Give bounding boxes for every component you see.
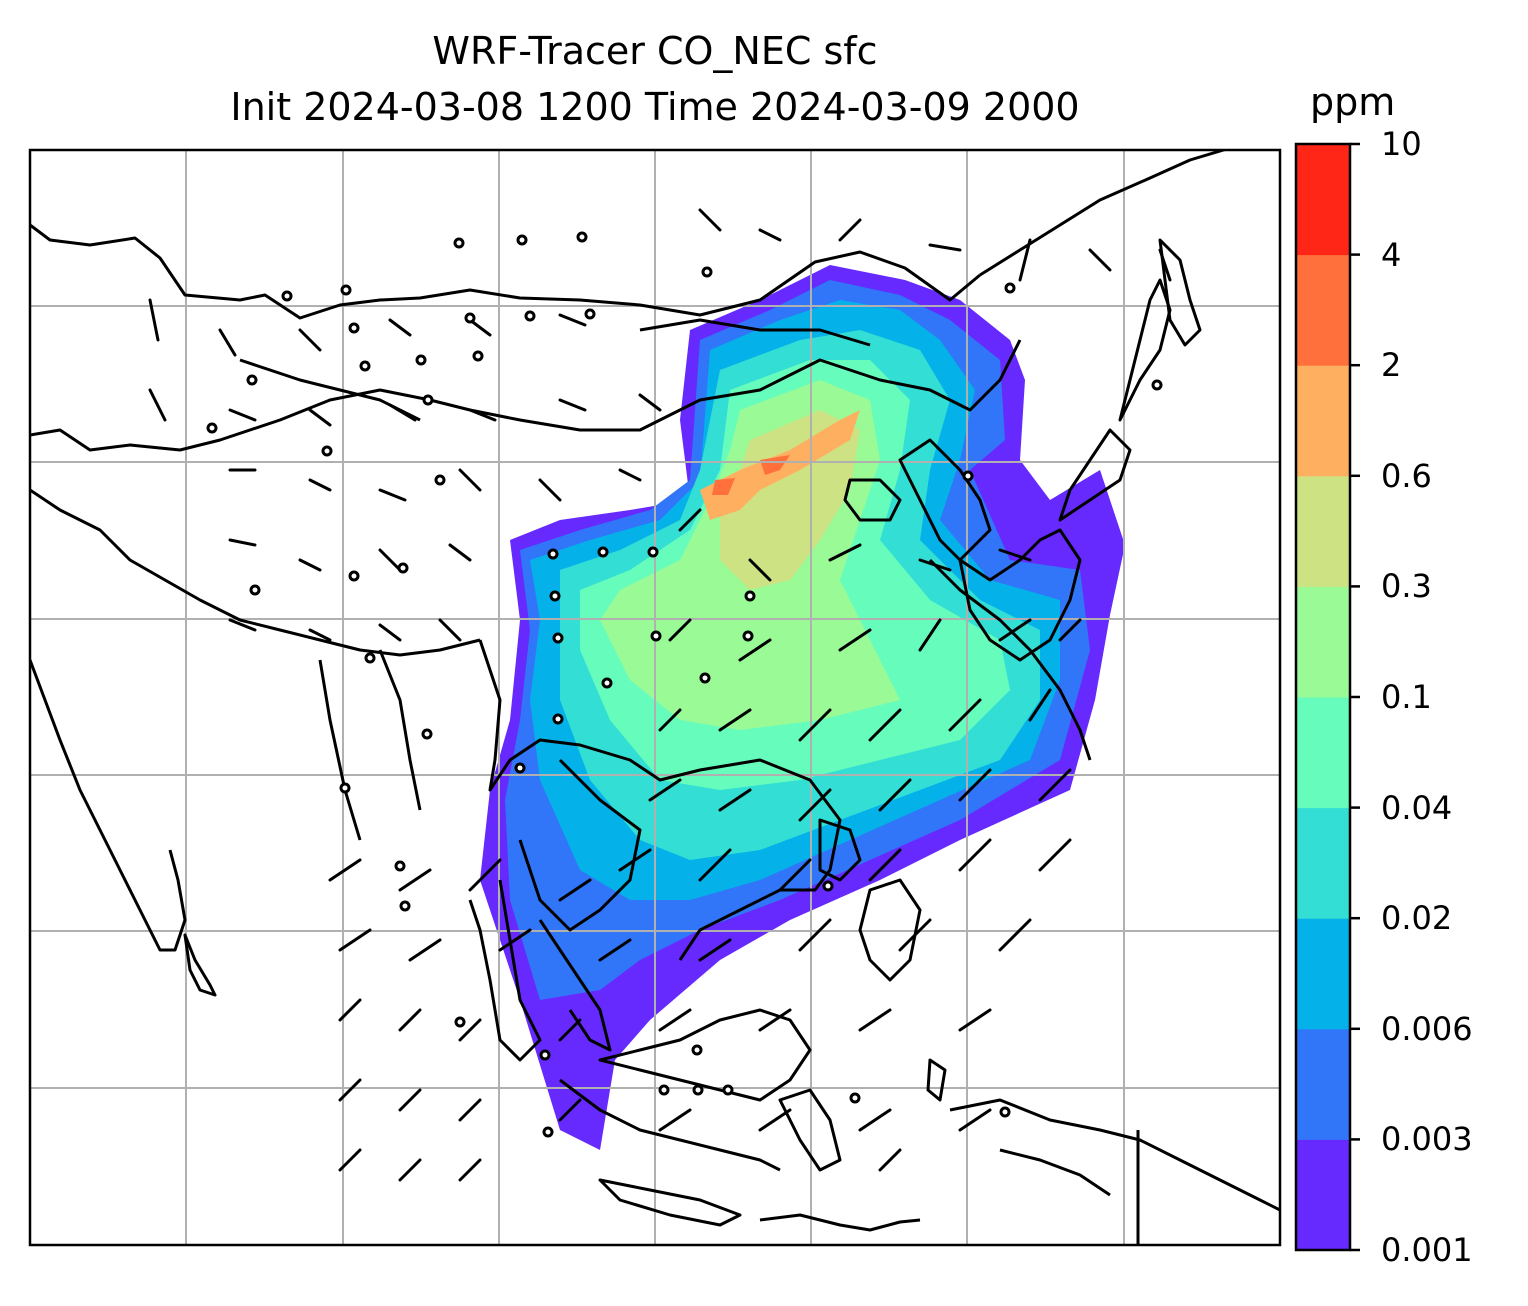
colorbar-segment (1296, 697, 1350, 809)
calm-wind-markers (206, 231, 1163, 1138)
colorbar-tick-label: 0.1 (1381, 678, 1432, 716)
colorbar-tick-label: 2 (1381, 346, 1402, 385)
colorbar-segment (1296, 1028, 1350, 1140)
colorbar-segment (1296, 918, 1350, 1030)
colorbar (1294, 142, 1360, 1252)
colorbar-segment (1296, 144, 1350, 256)
colorbar-tick-label: 0.001 (1381, 1231, 1473, 1269)
colorbar-tick-label: 10 (1381, 125, 1422, 163)
colorbar-segment (1296, 475, 1350, 587)
map-title-line1: WRF-Tracer CO_NEC sfc (432, 29, 878, 73)
colorbar-tick-label: 0.6 (1381, 456, 1432, 495)
colorbar-unit: ppm (1310, 80, 1396, 124)
colorbar-tick-label: 0.006 (1381, 1009, 1473, 1048)
map-title-line2: Init 2024-03-08 1200 Time 2024-03-09 200… (230, 85, 1080, 129)
colorbar-tick-label: 0.02 (1381, 899, 1453, 938)
colorbar-segment (1296, 365, 1350, 477)
colorbar-tick-label: 0.3 (1381, 567, 1432, 606)
concentration-field (480, 265, 1125, 1150)
colorbar-segment (1296, 254, 1350, 366)
colorbar-tick-label: 4 (1381, 235, 1402, 274)
colorbar-segment (1296, 1139, 1350, 1251)
coastlines (30, 150, 1280, 1245)
colorbar-tick-label: 0.04 (1381, 788, 1453, 827)
plot-frame (28, 148, 1282, 1247)
wind-barbs (148, 208, 1172, 1182)
colorbar-tick-label: 0.003 (1381, 1120, 1473, 1159)
colorbar-segment (1296, 586, 1350, 698)
colorbar-segment (1296, 807, 1350, 919)
